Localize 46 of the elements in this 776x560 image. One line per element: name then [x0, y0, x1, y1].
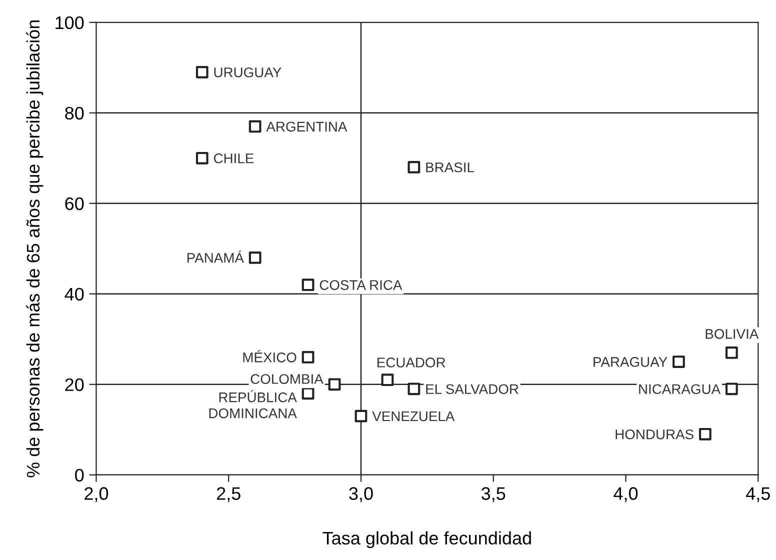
- annotation: ECUADOR: [378, 358, 446, 368]
- annotation: NICARAGUA: [639, 384, 721, 394]
- y-tick-label: 100: [56, 16, 84, 30]
- x-tick-label: 3,5: [482, 487, 506, 502]
- point: [248, 120, 262, 133]
- annotation: COLOMBIA: [250, 374, 324, 384]
- x-tick-label: 2,5: [216, 487, 240, 502]
- point: [672, 356, 685, 368]
- point: [408, 161, 420, 174]
- annotation: PARAGUAY: [594, 357, 668, 367]
- annotation: EL SALVADOR: [426, 384, 518, 394]
- annotation: MÉXICO: [243, 350, 296, 362]
- annotation: VENEZUELA: [372, 411, 455, 422]
- point: [302, 351, 314, 364]
- annotation: BRASIL: [426, 162, 474, 172]
- x-tick-label: 4,5: [746, 487, 770, 502]
- point: [196, 152, 208, 164]
- annotation: HONDURAS: [616, 429, 694, 440]
- point: [408, 382, 420, 396]
- point: [302, 387, 314, 400]
- point: [725, 346, 738, 359]
- y-tick-label: 60: [65, 197, 84, 210]
- annotation: COSTA RICA: [320, 280, 402, 290]
- point: [196, 66, 208, 78]
- x-tick-label: 3,0: [349, 487, 373, 502]
- y-tick-label: 0: [75, 468, 84, 482]
- annotation: BOLIVIA: [706, 329, 759, 339]
- x-tick-label: 2,0: [84, 487, 108, 502]
- point: [381, 374, 394, 386]
- annotation: PANAMÁ: [187, 250, 244, 263]
- x-tick-label: 4,0: [614, 487, 638, 502]
- y-tick-label: 20: [65, 378, 84, 392]
- y-tick-label: 80: [65, 106, 84, 120]
- point: [725, 382, 738, 396]
- point: [302, 278, 314, 292]
- point: [248, 251, 262, 264]
- point: [354, 410, 368, 422]
- annotation: REPÚBLICA DOMINICANA: [209, 390, 297, 418]
- point: [328, 378, 341, 391]
- y-tick-label: 40: [64, 288, 84, 301]
- y-axis-title: % de personas de más de 65 años que percibe jubilación: [26, 20, 44, 478]
- x-axis-title: Tasa global de fecundidad: [322, 531, 531, 548]
- annotation: ARGENTINA: [266, 122, 348, 132]
- point: [699, 428, 712, 440]
- annotation: URUGUAY: [214, 67, 282, 78]
- annotation: CHILE: [214, 153, 254, 164]
